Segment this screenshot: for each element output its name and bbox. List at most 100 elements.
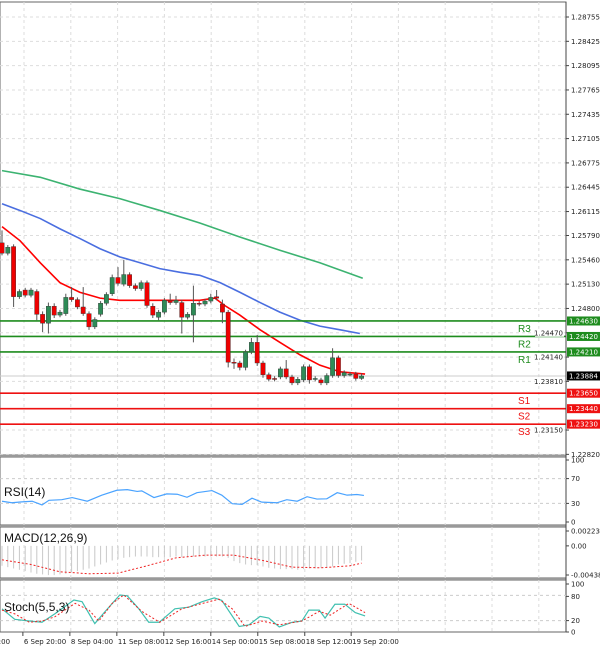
panel-separator bbox=[0, 578, 566, 580]
candle-bullish bbox=[173, 300, 179, 303]
candle-bearish bbox=[231, 362, 237, 364]
panel-frame bbox=[0, 456, 567, 526]
candle-bullish bbox=[46, 306, 51, 324]
candle-bearish bbox=[254, 342, 260, 364]
time-tick-label: 11 Sep 08:00 bbox=[118, 638, 165, 646]
stoch-label: Stoch(5,5,3) bbox=[4, 600, 69, 614]
candle-bullish bbox=[138, 282, 144, 289]
candle-bearish bbox=[237, 362, 243, 368]
price-tick-label: 1.28095 bbox=[571, 62, 600, 70]
candle-bearish bbox=[196, 303, 202, 305]
candle-bullish bbox=[161, 300, 167, 313]
price-tick-label: 1.26445 bbox=[571, 184, 600, 192]
current-price-label: 1.23884 bbox=[569, 372, 598, 380]
candle-bullish bbox=[359, 375, 364, 379]
candle-bullish bbox=[103, 294, 109, 304]
panel-separator bbox=[0, 455, 566, 457]
level-price-tag-label: 1.23440 bbox=[569, 405, 598, 413]
time-tick-label: 14 Sep 00:00 bbox=[212, 638, 259, 646]
stoch-main-line bbox=[1, 594, 366, 628]
price-tick-label: 1.26115 bbox=[571, 208, 600, 216]
time-tick-label: 8 Sep 04:00 bbox=[71, 638, 113, 646]
level-label-s1: S1 bbox=[518, 396, 531, 407]
candle-bullish bbox=[185, 314, 190, 318]
candle-bearish bbox=[80, 306, 86, 314]
candle-bearish bbox=[11, 246, 16, 297]
moving-average-line bbox=[1, 169, 364, 279]
candle-bearish bbox=[150, 306, 156, 316]
macd-signal-line bbox=[1, 554, 362, 575]
candle-bearish bbox=[214, 296, 219, 299]
candle-bearish bbox=[289, 376, 295, 384]
level-label-r3: R3 bbox=[518, 324, 531, 335]
candle-bullish bbox=[324, 375, 330, 384]
candle-bullish bbox=[57, 311, 63, 316]
candle-bullish bbox=[109, 277, 115, 294]
candle-bearish bbox=[283, 368, 289, 378]
indicator-tick-label: 100 bbox=[571, 457, 584, 465]
candle-bullish bbox=[202, 300, 208, 305]
candle-bullish bbox=[312, 378, 318, 380]
candle-bearish bbox=[0, 242, 5, 254]
pivot-levels: R3 R2 R1 S1 S2 S3 bbox=[0, 320, 566, 438]
price-tick-label-bg bbox=[535, 353, 564, 362]
candle-bearish bbox=[307, 366, 312, 381]
candle-bearish bbox=[167, 300, 173, 303]
indicator-tick-label: 0.00 bbox=[571, 542, 587, 550]
candle-bullish bbox=[301, 366, 306, 381]
candle-bearish bbox=[336, 357, 341, 376]
candle-bullish bbox=[341, 372, 347, 376]
candle-bullish bbox=[121, 274, 127, 285]
price-tick-label: 1.26775 bbox=[571, 159, 600, 167]
candle-bullish bbox=[347, 373, 353, 376]
candle-bearish bbox=[34, 291, 40, 315]
rsi-line bbox=[1, 489, 364, 506]
indicators: RSI(14) 100 70 30 0 MACD(12,26,9) 0.002237 0.00… bbox=[0, 457, 600, 637]
candle-bearish bbox=[219, 303, 225, 313]
indicator-tick-label: 0 bbox=[571, 519, 575, 527]
time-tick-label: 2:00 bbox=[0, 638, 10, 646]
price-tick-label-bg bbox=[535, 426, 564, 435]
price-tick-label-bg bbox=[535, 377, 564, 386]
level-price-tag-label: 1.23230 bbox=[569, 421, 598, 429]
indicator-tick-label: 20 bbox=[571, 617, 580, 625]
candle-bearish bbox=[272, 378, 277, 380]
level-price-tag bbox=[567, 331, 600, 341]
candle-bearish bbox=[144, 282, 150, 306]
candle-bearish bbox=[260, 362, 266, 375]
price-tick-label: 1.27435 bbox=[571, 111, 600, 119]
indicator-tick-label: 0 bbox=[571, 629, 575, 637]
macd-label: MACD(12,26,9) bbox=[4, 531, 87, 545]
time-tick-label: 18 Sep 12:00 bbox=[306, 638, 353, 646]
price-tick-label: 1.24800 bbox=[571, 305, 600, 313]
level-price-tag-label: 1.23650 bbox=[569, 390, 598, 398]
level-price-tag bbox=[567, 388, 600, 398]
candle-bearish bbox=[86, 313, 92, 328]
price-tick-label: 1.28755 bbox=[571, 14, 600, 22]
candle-bearish bbox=[179, 302, 185, 318]
time-tick-label: 12 Sep 16:00 bbox=[165, 638, 212, 646]
level-label-s3: S3 bbox=[518, 427, 531, 438]
candle-bearish bbox=[69, 297, 75, 300]
level-price-tag-label: 1.24210 bbox=[569, 348, 598, 356]
price-tick-label: 1.27765 bbox=[571, 86, 600, 94]
indicator-tick-label: 0.002237 bbox=[571, 528, 600, 536]
candle-bullish bbox=[278, 368, 283, 378]
candle-bullish bbox=[208, 297, 214, 302]
indicator-tick-label: 100 bbox=[571, 581, 584, 589]
candle-bearish bbox=[318, 379, 324, 384]
indicator-tick-label: -0.004385 bbox=[571, 572, 600, 580]
level-price-tag-label: 1.24420 bbox=[569, 333, 598, 341]
level-price-tag bbox=[567, 347, 600, 357]
candle-bearish bbox=[266, 374, 272, 380]
candle-bullish bbox=[98, 303, 104, 315]
level-price-tag-label: 1.24630 bbox=[569, 317, 598, 325]
price-tick-label: 1.23810 bbox=[534, 378, 563, 386]
rsi-label: RSI(14) bbox=[4, 485, 45, 499]
time-tick-label: 15 Sep 08:00 bbox=[259, 638, 306, 646]
level-price-tag bbox=[567, 316, 600, 326]
grid bbox=[0, 1, 567, 633]
time-tick-label: 19 Sep 20:00 bbox=[352, 638, 399, 646]
candle-bearish bbox=[115, 277, 121, 284]
